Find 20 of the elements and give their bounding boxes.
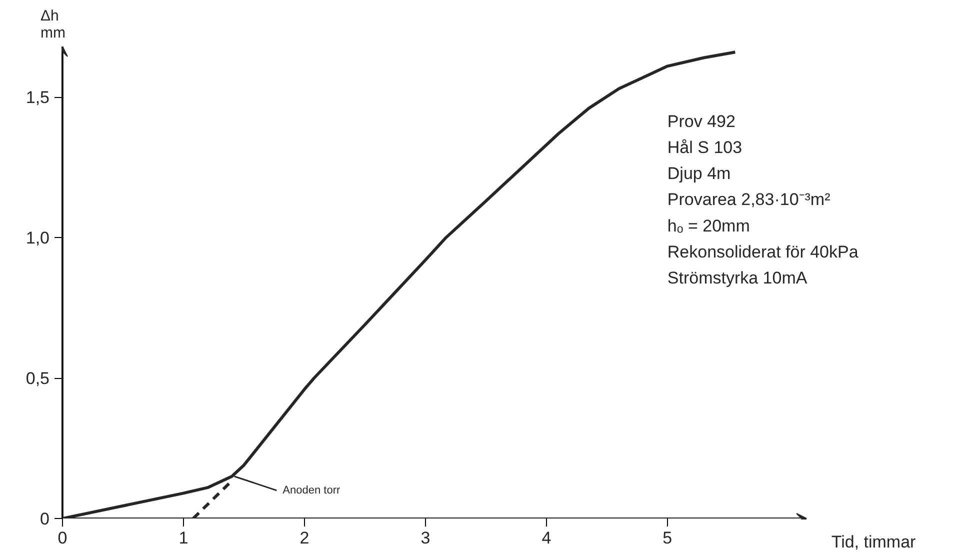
x-tick-label: 4	[542, 528, 552, 548]
annotation: Provarea 2,83·10⁻³m²	[667, 190, 831, 210]
y-tick-label: 1,5	[26, 88, 50, 108]
x-tick-label: 1	[178, 528, 188, 548]
y-axis-title: Δh mm	[40, 8, 66, 42]
y-tick-label: 0,5	[26, 369, 50, 388]
x-tick-label: 0	[58, 528, 68, 548]
y-tick-label: 0	[40, 510, 50, 528]
x-tick-label: 3	[420, 528, 430, 548]
annotation: Rekonsoliderat för 40kPa	[667, 242, 859, 262]
annotation: Strömstyrka 10mA	[667, 268, 808, 288]
annotation: Djup 4m	[667, 164, 731, 184]
annotation: hₒ = 20mm	[667, 216, 750, 236]
x-axis-title: Tid, timmar	[831, 532, 916, 552]
annotation: Prov 492	[667, 112, 736, 131]
annotation: Anoden torr	[282, 484, 341, 496]
x-tick-label: 5	[662, 528, 672, 548]
annotation: Hål S 103	[667, 138, 742, 157]
y-tick-label: 1,0	[26, 228, 50, 248]
x-tick-label: 2	[300, 528, 310, 548]
